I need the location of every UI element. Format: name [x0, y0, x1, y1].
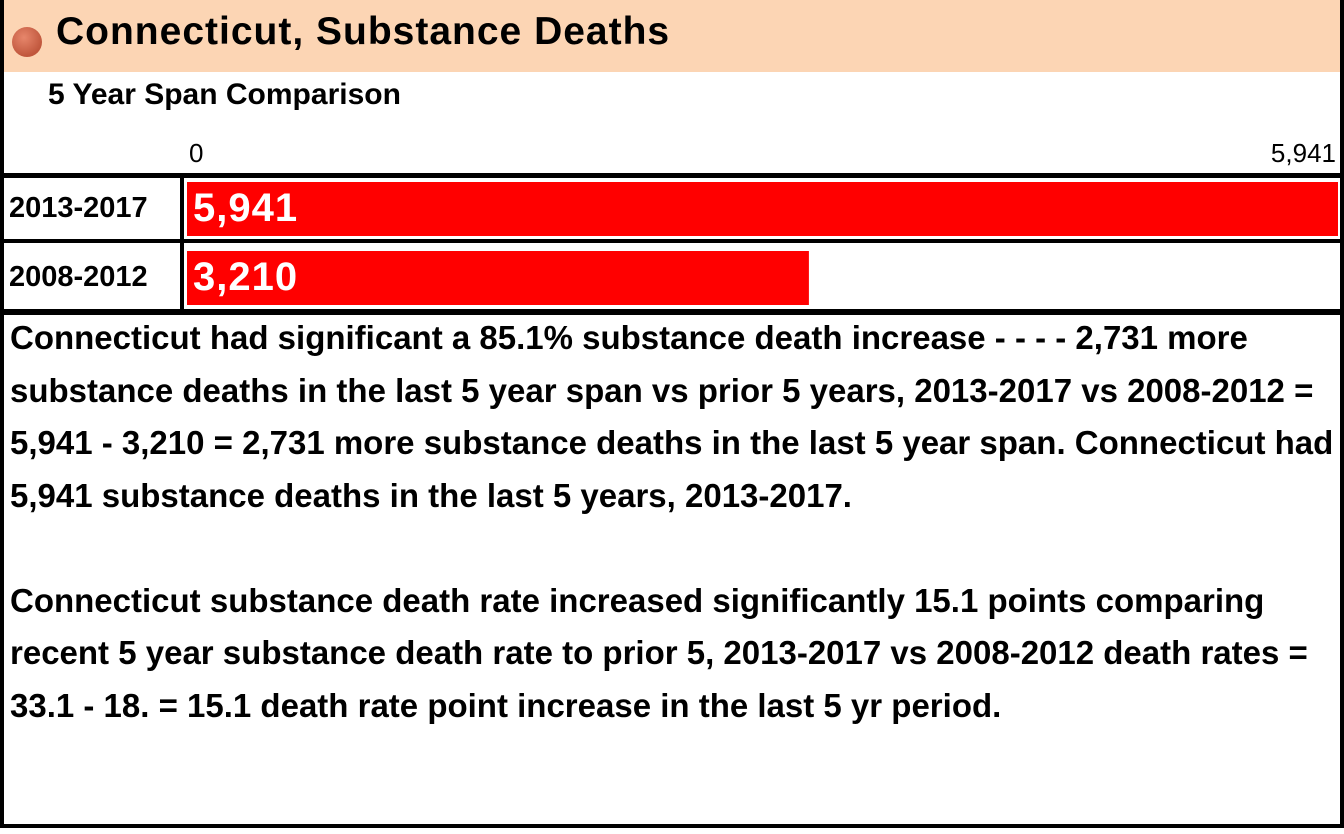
category-axis-line: [180, 173, 184, 313]
axis-tick-max: 5,941: [1270, 138, 1336, 168]
chart-subtitle: 5 Year Span Comparison: [48, 78, 401, 111]
category-label: 2013-2017: [9, 192, 148, 224]
paragraph-increase-count: Connecticut had significant a 85.1% subs…: [10, 319, 1334, 514]
header-band: Connecticut, Substance Deaths: [4, 0, 1340, 72]
category-label: 2008-2012: [9, 261, 148, 293]
page-title: Connecticut, Substance Deaths: [56, 10, 671, 53]
chart-bottom-rule: [0, 309, 1344, 315]
bullet-dot-icon: [12, 27, 42, 57]
bar-value-label: 3,210: [193, 255, 298, 299]
paragraph-rate-increase: Connecticut substance death rate increas…: [10, 581, 1308, 724]
bar-chart: 2013-2017 5,941 2008-2012 3,210: [0, 173, 1344, 315]
chart-top-rule: [4, 173, 1340, 178]
bar-value-label: 5,941: [193, 186, 298, 230]
axis-tick-min: 0: [189, 138, 204, 168]
bar-2013-2017: [187, 182, 1338, 236]
description-text: Connecticut had significant a 85.1% subs…: [10, 312, 1335, 732]
bar-2008-2012: [187, 251, 809, 305]
row-divider: [0, 239, 1344, 243]
